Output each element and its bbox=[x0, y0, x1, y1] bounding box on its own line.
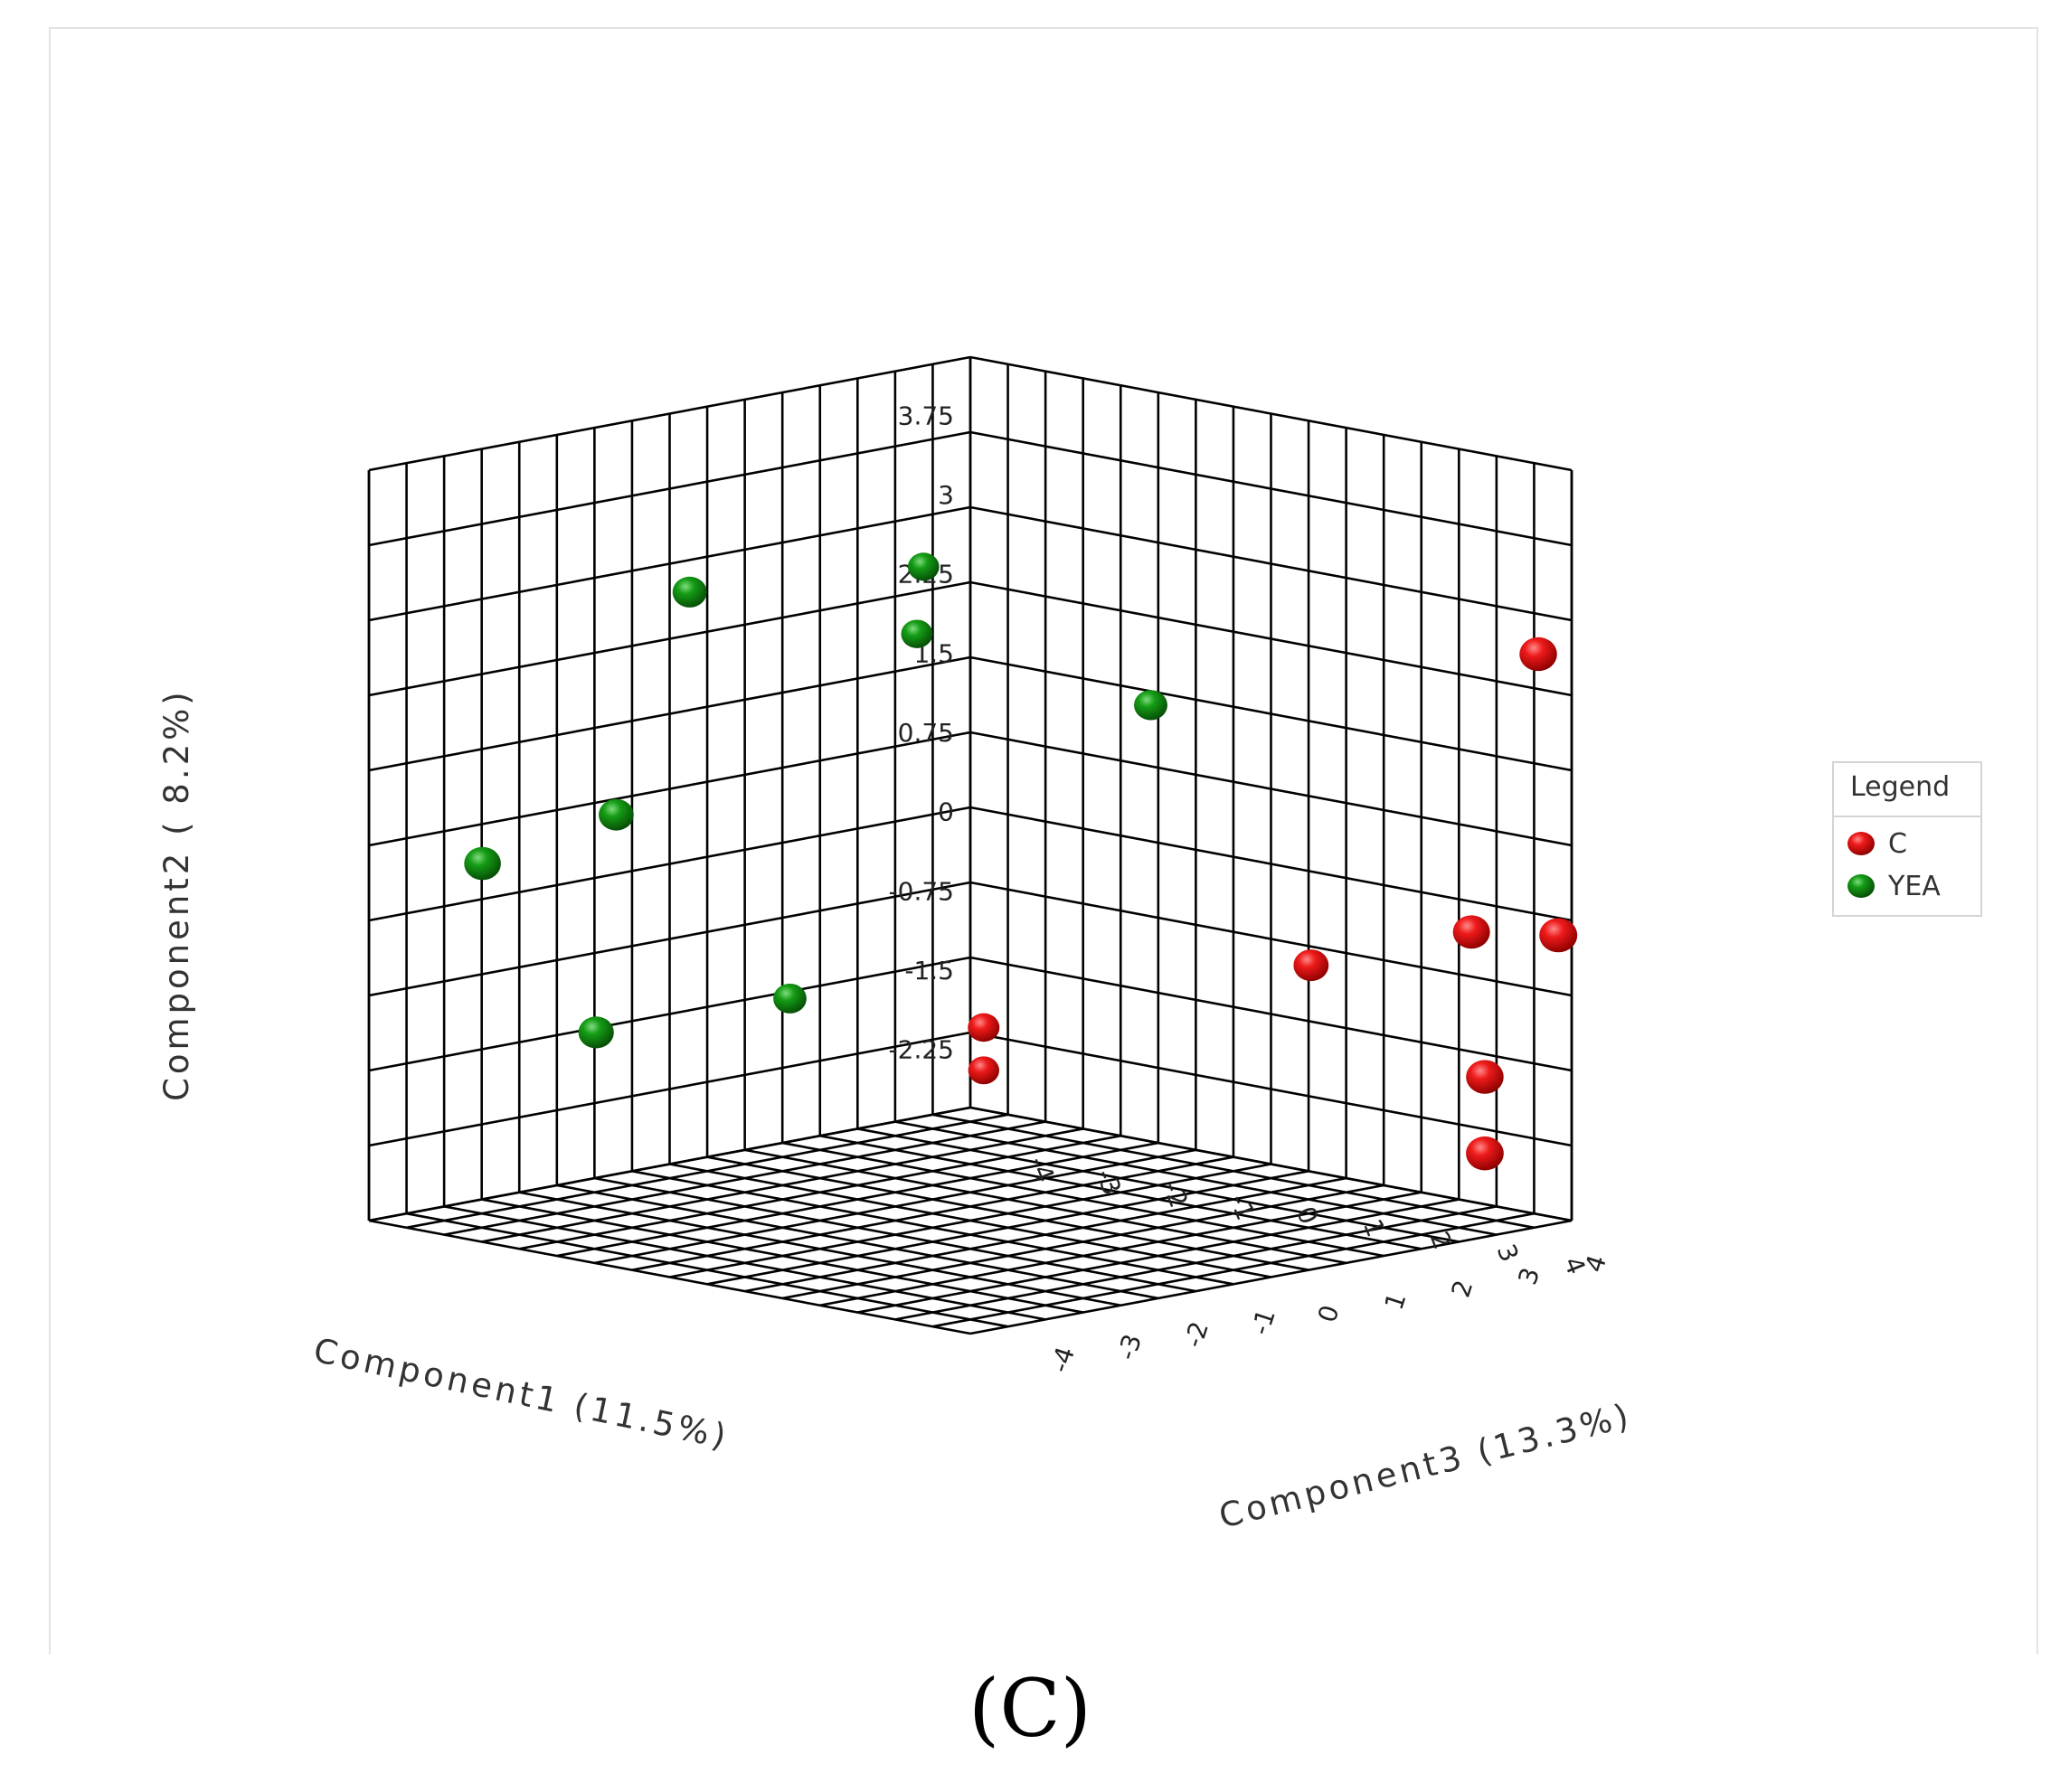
left-wall-grid-line bbox=[969, 881, 1573, 997]
x-tick-label: 3 bbox=[1491, 1240, 1525, 1266]
point-c-7 bbox=[968, 1013, 1000, 1042]
floor-grid-line bbox=[894, 1120, 1498, 1236]
right-wall-grid-line bbox=[368, 430, 971, 547]
z-tick-label: 3 bbox=[1512, 1264, 1545, 1288]
z-axis-title: Component3 (13.3%) bbox=[1215, 1396, 1636, 1536]
floor-grid-line bbox=[556, 1141, 1159, 1258]
point-c-2 bbox=[1539, 918, 1578, 953]
x-axis-title: Component1 (11.5%) bbox=[310, 1331, 732, 1457]
floor-grid-line bbox=[594, 1148, 1196, 1265]
right-wall-grid-line bbox=[368, 1031, 971, 1147]
y-tick-label: -2.25 bbox=[889, 1035, 954, 1065]
floor-grid-line bbox=[669, 1163, 1271, 1278]
floor-grid-line bbox=[631, 1155, 1234, 1271]
legend-marker-yea bbox=[1847, 874, 1875, 898]
left-wall-grid-line bbox=[969, 580, 1573, 697]
y-tick-label: -0.75 bbox=[889, 876, 954, 906]
floor-grid-line bbox=[744, 1148, 1347, 1265]
x-tick-label: -2 bbox=[1157, 1177, 1194, 1212]
floor-grid-line bbox=[932, 1113, 1535, 1230]
data-points bbox=[464, 552, 1578, 1171]
right-wall-grid-line bbox=[368, 355, 971, 472]
legend-marker-c bbox=[1847, 832, 1875, 855]
legend-label-c: C bbox=[1888, 828, 1907, 860]
chart-frame bbox=[49, 27, 2038, 1655]
left-wall-grid-line bbox=[969, 355, 1573, 472]
left-wall-grid-line bbox=[969, 1031, 1573, 1147]
point-yea-6 bbox=[464, 846, 501, 881]
floor-grid-line bbox=[857, 1127, 1460, 1243]
z-tick-label: 4 bbox=[1579, 1251, 1612, 1276]
point-yea-7 bbox=[773, 983, 807, 1014]
right-wall-grid-line bbox=[368, 731, 971, 847]
floor-grid-line bbox=[443, 1120, 1046, 1236]
point-c-8 bbox=[968, 1056, 999, 1085]
z-tick-label: 0 bbox=[1312, 1302, 1346, 1326]
left-wall-grid-line bbox=[969, 430, 1573, 547]
x-tick-label: 1 bbox=[1357, 1215, 1391, 1241]
z-tick-label: -2 bbox=[1178, 1318, 1214, 1352]
legend-label-yea: YEA bbox=[1887, 871, 1941, 902]
point-yea-1 bbox=[1134, 690, 1167, 721]
floor-grid-line bbox=[406, 1113, 1008, 1230]
right-wall-grid-line bbox=[368, 580, 971, 697]
legend-title: Legend bbox=[1850, 771, 1950, 803]
grid bbox=[367, 355, 1573, 1335]
point-c-5 bbox=[1466, 1136, 1504, 1171]
left-wall-grid-line bbox=[969, 731, 1573, 847]
point-yea-3 bbox=[901, 619, 933, 648]
point-yea-4 bbox=[672, 576, 707, 608]
point-c-4 bbox=[1466, 1060, 1504, 1094]
x-tick-label: 2 bbox=[1424, 1228, 1458, 1254]
left-wall-grid-line bbox=[969, 655, 1573, 772]
pca-3d-scatter-plot: -2.25-1.5-0.7500.751.52.2533.75-4-3-2-10… bbox=[157, 355, 1982, 1536]
right-wall-grid-line bbox=[368, 1106, 971, 1222]
floor-grid-line bbox=[819, 1134, 1422, 1250]
right-wall-grid-line bbox=[368, 956, 971, 1072]
point-c-3 bbox=[1452, 915, 1490, 949]
y-tick-label: 3.75 bbox=[898, 401, 954, 430]
panel-label: (C) bbox=[969, 1662, 1091, 1755]
y-tick-label: 0 bbox=[938, 797, 954, 827]
left-wall-grid-line bbox=[969, 1106, 1573, 1222]
left-wall-grid-line bbox=[969, 505, 1573, 622]
y-axis-title: Component2 ( 8.2%) bbox=[157, 688, 196, 1101]
point-yea-8 bbox=[578, 1016, 614, 1049]
point-c-6 bbox=[1293, 949, 1329, 982]
legend: Legend C YEA bbox=[1832, 761, 1982, 917]
z-tick-label: 2 bbox=[1446, 1277, 1479, 1301]
y-tick-label: 3 bbox=[938, 480, 954, 510]
floor-grid-line bbox=[519, 1134, 1121, 1250]
y-tick-label: 0.75 bbox=[898, 718, 954, 748]
z-tick-label: -1 bbox=[1245, 1306, 1281, 1339]
floor-grid-line bbox=[781, 1141, 1384, 1258]
point-c-1 bbox=[1519, 637, 1557, 672]
z-tick-label: -4 bbox=[1044, 1343, 1081, 1376]
left-wall-grid-line bbox=[969, 956, 1573, 1072]
left-wall-grid-line bbox=[969, 806, 1573, 922]
floor-grid-line bbox=[481, 1127, 1083, 1243]
y-tick-label: -1.5 bbox=[904, 956, 954, 986]
right-wall-grid-line bbox=[368, 505, 971, 622]
z-tick-label: -3 bbox=[1111, 1331, 1148, 1364]
floor-grid-line bbox=[706, 1155, 1309, 1271]
z-tick-label: 1 bbox=[1379, 1289, 1413, 1314]
right-wall-grid-line bbox=[368, 806, 971, 922]
point-yea-2 bbox=[907, 552, 940, 581]
point-yea-5 bbox=[599, 798, 634, 831]
right-wall-grid-line bbox=[368, 655, 971, 772]
right-wall-grid-line bbox=[368, 881, 971, 997]
